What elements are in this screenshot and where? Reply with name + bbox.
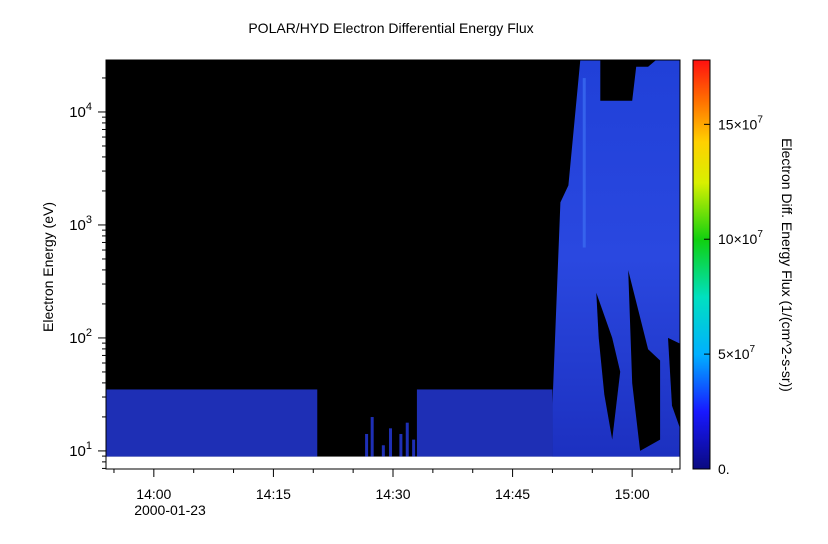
y-axis: 101 102 103 104: [69, 77, 106, 469]
flux-spike-0: [365, 433, 369, 457]
colorbar-bar: [692, 59, 711, 470]
colorbar-tick-label: 0.: [718, 461, 730, 477]
colorbar-tick-label: 15×107: [718, 114, 763, 132]
y-tick-label: 103: [69, 214, 92, 234]
x-axis: 14:00 14:15 14:30 14:45 15:00: [113, 469, 673, 502]
x-tick-label: 15:00: [615, 486, 650, 502]
flux-gap-1: [628, 270, 661, 451]
y-axis-label: Electron Energy (eV): [40, 202, 56, 332]
flux-spike-4: [399, 433, 403, 457]
flux-region-2: [416, 389, 553, 457]
colorbar-label: Electron Diff. Energy Flux (1/(cm^2-s-sr…: [779, 138, 795, 392]
flux-gap-2: [668, 337, 680, 429]
flux-spike-3: [389, 428, 393, 457]
colorbar-tick-label: 10×107: [718, 229, 763, 247]
x-tick-label: 14:30: [375, 486, 410, 502]
y-tick-exponent: 3: [86, 214, 92, 226]
flux-spike-1: [370, 417, 374, 457]
x-tick-label: 14:00: [136, 486, 171, 502]
colorbar-tick-label: 5×107: [718, 344, 756, 362]
flux-spike-5: [405, 422, 409, 457]
y-tick-exponent: 1: [86, 440, 92, 452]
y-tick-exponent: 2: [86, 327, 92, 339]
y-tick-exponent: 4: [86, 101, 92, 113]
colorbar: 0. 5×107 10×107 15×107: [692, 59, 763, 477]
flux-streak: [582, 78, 586, 248]
y-tick-label: 104: [69, 101, 92, 121]
y-tick-label: 101: [69, 440, 92, 460]
flux-region-0: [106, 389, 318, 457]
y-tick-label: 102: [69, 327, 92, 347]
x-axis-date-label: 2000-01-23: [134, 502, 206, 518]
x-tick-label: 14:45: [495, 486, 530, 502]
colorbar-tick-exponent: 7: [757, 229, 763, 240]
flux-gap-0: [596, 292, 621, 440]
colorbar-tick-exponent: 7: [757, 114, 763, 125]
flux-spike-2: [381, 445, 385, 457]
colorbar-tick-exponent: 7: [750, 344, 756, 355]
flux-spike-6: [412, 439, 416, 457]
plot-area: [105, 59, 681, 470]
chart-title: POLAR/HYD Electron Differential Energy F…: [248, 20, 533, 36]
x-tick-label: 14:15: [256, 486, 291, 502]
